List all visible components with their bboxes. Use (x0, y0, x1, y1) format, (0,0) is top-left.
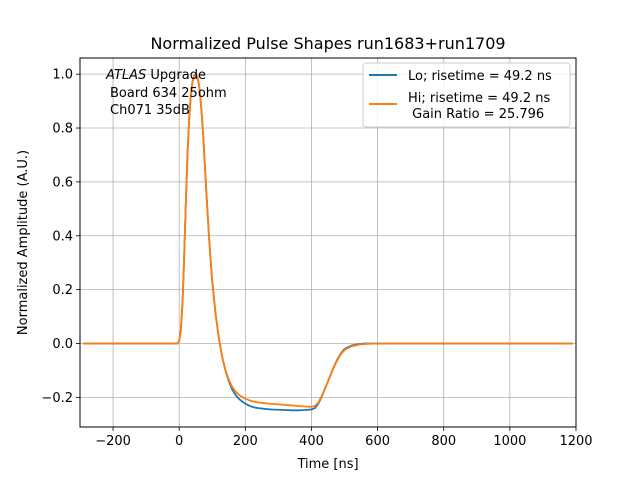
series-layer (83, 73, 573, 412)
legend-box (362, 62, 571, 128)
y-tick-label: −0.2 (41, 391, 73, 406)
y-tick-label: 0.8 (52, 122, 73, 137)
y-tick-label: 0.4 (52, 229, 73, 244)
x-tick-label: 1200 (559, 434, 592, 449)
annotation-line-3: Ch071 35dB (110, 103, 190, 118)
y-tick-label: 0.0 (52, 337, 73, 352)
legend-label-lo: Lo; risetime = 49.2 ns (408, 69, 552, 84)
axis-ticks: −200 0 200 400 600 800 1000 1200 −0.2 0.0 0.2 0.4 0.… (41, 68, 592, 449)
atlas-annotation: ATLAS Upgrade Board 634 25ohm Ch071 35dB (105, 68, 227, 118)
annotation-line-2: Board 634 25ohm (110, 86, 227, 101)
x-tick-label: −200 (95, 434, 131, 449)
series-line-hi (83, 73, 573, 408)
legend-label-hi: Hi; risetime = 49.2 ns Gain Ratio = 25.7… (408, 91, 550, 122)
legend-label-hi-line: Hi; risetime = 49.2 ns (408, 91, 550, 106)
annotation-upgrade: Upgrade (146, 68, 206, 83)
x-tick-label: 600 (365, 434, 390, 449)
annotation-line-1: ATLAS Upgrade (105, 68, 206, 83)
x-tick-label: 400 (299, 434, 324, 449)
y-tick-label: 0.6 (52, 175, 73, 190)
y-tick-label: 1.0 (52, 68, 73, 83)
annotation-atlas: ATLAS (105, 68, 146, 83)
legend: Lo; risetime = 49.2 ns Hi; risetime = 49… (362, 62, 571, 128)
x-axis-label: Time [ns] (296, 457, 358, 472)
y-axis-label: Normalized Amplitude (A.U.) (16, 150, 31, 335)
x-tick-label: 1000 (493, 434, 526, 449)
plot-frame (79, 57, 577, 428)
x-tick-label: 0 (175, 434, 183, 449)
y-tick-label: 0.2 (52, 283, 73, 298)
x-tick-label: 800 (431, 434, 456, 449)
x-tick-label: 200 (233, 434, 258, 449)
legend-label-hi-line: Gain Ratio = 25.796 (408, 107, 544, 122)
chart-title: Normalized Pulse Shapes run1683+run1709 (150, 34, 505, 53)
